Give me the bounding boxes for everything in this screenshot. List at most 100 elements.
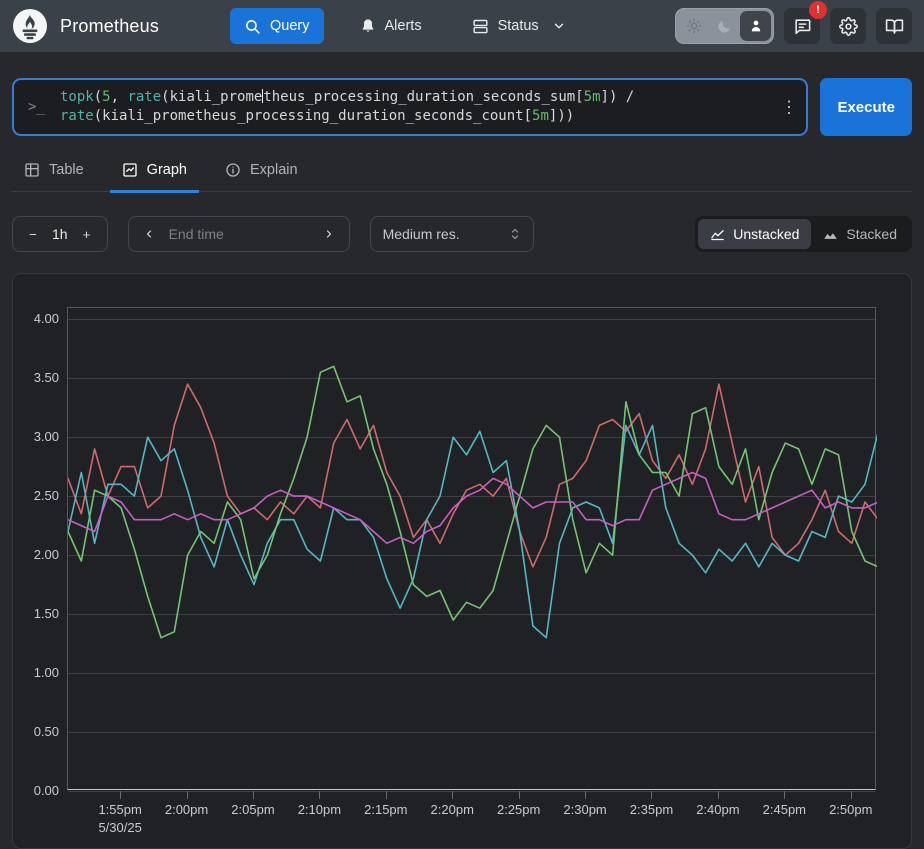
text-caret xyxy=(262,89,264,103)
y-gridline xyxy=(68,319,875,321)
person-icon xyxy=(748,18,764,34)
tab-graph-label: Graph xyxy=(146,162,187,178)
unstacked-button[interactable]: Unstacked xyxy=(698,219,812,249)
graph-controls-row: − 1h + End time Medium res. Unstacked xyxy=(12,216,912,252)
table-icon xyxy=(24,162,40,178)
y-tick-label: 2.50 xyxy=(33,488,59,504)
x-tick-mark xyxy=(319,791,321,799)
theme-system-button[interactable] xyxy=(740,11,771,41)
x-tick-mark xyxy=(120,791,122,799)
range-increase-button[interactable]: + xyxy=(75,220,99,248)
end-time-back-button[interactable] xyxy=(137,220,161,248)
query-menu-button[interactable]: ⋮ xyxy=(780,97,798,117)
query-expression-line: rate(kiali_prometheus_processing_duratio… xyxy=(60,108,575,124)
execute-button[interactable]: Execute xyxy=(820,78,912,136)
series-lines xyxy=(68,365,877,639)
brand: Prometheus xyxy=(12,8,230,44)
area-chart-icon xyxy=(823,227,838,242)
y-tick-label: 4.00 xyxy=(33,311,59,327)
x-tick-mark xyxy=(850,791,852,799)
stacked-button[interactable]: Stacked xyxy=(811,219,909,249)
gear-icon xyxy=(838,16,858,36)
plot-area[interactable] xyxy=(67,307,877,792)
line-chart-icon xyxy=(710,227,725,242)
x-tick-label: 2:45pm xyxy=(762,802,807,817)
theme-dark-button[interactable] xyxy=(709,11,740,41)
nav-query-button[interactable]: Query xyxy=(230,8,324,44)
x-tick-mark xyxy=(452,791,454,799)
settings-button[interactable] xyxy=(830,8,866,44)
tab-explain-label: Explain xyxy=(249,162,298,178)
y-tick-label: 1.50 xyxy=(33,606,59,622)
x-tick-label: 2:40pm xyxy=(696,802,740,817)
x-tick-mark xyxy=(717,791,719,799)
nav-status-label: Status xyxy=(497,18,539,34)
resolution-select[interactable]: Medium res. xyxy=(369,216,534,252)
x-tick-label: 2:35pm xyxy=(629,802,674,817)
x-tick-mark xyxy=(385,791,387,799)
chevron-down-icon xyxy=(552,19,566,33)
series-line-series-1-salmon xyxy=(68,383,877,568)
tab-explain[interactable]: Explain xyxy=(213,154,310,193)
y-tick-label: 1.00 xyxy=(33,665,59,681)
end-time-forward-button[interactable] xyxy=(317,220,341,248)
end-time-picker: End time xyxy=(127,216,350,252)
series-line-series-4-magenta xyxy=(68,471,877,545)
x-tick-label: 2:25pm xyxy=(496,802,541,817)
panel-tabs: Table Graph Explain xyxy=(12,154,912,193)
x-tick-label: 2:05pm xyxy=(231,802,275,817)
nav-alerts-label: Alerts xyxy=(384,18,422,34)
bell-icon xyxy=(360,18,376,34)
server-icon xyxy=(472,18,489,35)
docs-button[interactable] xyxy=(876,8,912,44)
resolution-value: Medium res. xyxy=(382,226,460,242)
stacking-toggle: Unstacked Stacked xyxy=(695,216,912,252)
y-tick-label: 2.00 xyxy=(33,547,59,563)
graph-panel: 0.00 0.50 1.00 1.50 2.00 2.50 3.00 3.50 4.00 1:5… xyxy=(12,273,912,849)
nav-query-label: Query xyxy=(270,18,310,34)
nav-alerts-button[interactable]: Alerts xyxy=(346,8,436,44)
x-tick-label: 2:00pm xyxy=(164,802,209,817)
theme-toggle xyxy=(675,8,774,44)
x-tick-label: 2:20pm xyxy=(430,802,474,817)
x-axis-date-label: 5/30/25 xyxy=(98,820,142,835)
navbar-right-cluster: ! xyxy=(675,1,912,44)
y-tick-label: 0.50 xyxy=(33,724,59,740)
sun-icon xyxy=(686,18,702,34)
query-expression-input[interactable]: >_ topk(5, rate(kiali_prometheus_process… xyxy=(12,78,809,136)
terminal-prompt-icon: >_ xyxy=(28,99,45,115)
query-expression-line: topk(5, rate(kiali_prometheus_processing… xyxy=(60,89,635,105)
moon-icon xyxy=(716,18,733,35)
range-decrease-button[interactable]: − xyxy=(21,220,45,248)
y-gridline xyxy=(68,614,875,616)
x-tick-mark xyxy=(186,791,188,799)
message-icon xyxy=(793,17,812,36)
y-tick-label: 3.50 xyxy=(33,370,59,386)
app-title: Prometheus xyxy=(60,15,160,36)
unstacked-label: Unstacked xyxy=(733,226,800,242)
theme-light-button[interactable] xyxy=(678,11,709,41)
top-navbar: Prometheus Query Alerts Status xyxy=(0,0,924,52)
range-stepper: − 1h + xyxy=(12,216,108,252)
notifications-button[interactable]: ! xyxy=(784,1,827,44)
nav-status-button[interactable]: Status xyxy=(458,8,580,44)
query-expression-text: topk(5, rate(kiali_prometheus_processing… xyxy=(60,88,776,126)
info-icon xyxy=(225,162,241,178)
y-gridline xyxy=(68,732,875,734)
x-tick-label: 2:10pm xyxy=(297,802,342,817)
tab-table[interactable]: Table xyxy=(12,154,96,193)
x-tick-label: 2:30pm xyxy=(563,802,607,817)
y-tick-label: 0.00 xyxy=(33,783,59,798)
y-gridline xyxy=(68,673,875,675)
tab-graph[interactable]: Graph xyxy=(109,154,199,193)
range-value[interactable]: 1h xyxy=(52,226,68,242)
notification-badge: ! xyxy=(809,1,827,19)
end-time-input[interactable]: End time xyxy=(168,226,224,242)
tab-table-label: Table xyxy=(49,162,84,178)
x-tick-mark xyxy=(252,791,254,799)
query-editor-row: >_ topk(5, rate(kiali_prometheus_process… xyxy=(12,78,912,136)
x-tick-label: 2:50pm xyxy=(829,802,873,817)
y-gridline xyxy=(68,791,875,792)
series-line-series-2-teal xyxy=(68,424,877,639)
select-chevrons-icon xyxy=(509,227,521,241)
